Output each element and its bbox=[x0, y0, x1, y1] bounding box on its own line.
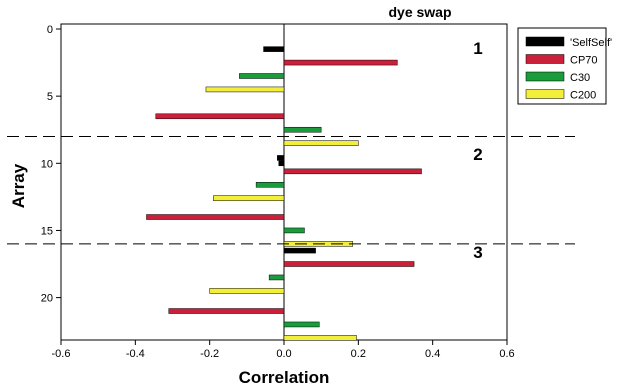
x-axis: -0.6 -0.4 -0.2 0.0 0.2 0.4 0.6 bbox=[52, 340, 515, 360]
bar-cp70-4 bbox=[283, 261, 415, 267]
bar-cp70-5 bbox=[168, 308, 285, 314]
section-label-2: 2 bbox=[473, 145, 482, 164]
x-tick-label: 0.4 bbox=[425, 348, 440, 360]
legend-swatch bbox=[525, 36, 565, 47]
y-tick-label: 0 bbox=[47, 24, 53, 36]
y-tick-label: 10 bbox=[41, 158, 53, 170]
y-tick-label: 15 bbox=[41, 225, 53, 237]
bar-c30-1 bbox=[283, 126, 322, 133]
bar-c30-2 bbox=[255, 182, 285, 188]
y-axis-title: Array bbox=[9, 163, 28, 208]
legend: 'SelfSelf' CP70 C30 C200 bbox=[517, 27, 612, 105]
bar-selfself-2 bbox=[278, 160, 285, 167]
bar-selfself-3 bbox=[283, 247, 316, 254]
y-tick-label: 5 bbox=[47, 91, 53, 103]
section-labels: 1 2 3 bbox=[473, 39, 482, 262]
legend-label: C30 bbox=[570, 72, 590, 84]
y-tick-label: 20 bbox=[41, 293, 53, 305]
x-tick-label: -0.4 bbox=[126, 348, 145, 360]
bar-c30-3 bbox=[283, 227, 305, 234]
legend-label: CP70 bbox=[570, 55, 598, 67]
legend-swatch bbox=[525, 54, 565, 64]
bar-selfself-0 bbox=[263, 46, 285, 52]
separators-group bbox=[7, 135, 575, 245]
bar-cp70-1 bbox=[155, 113, 285, 120]
bar-selfself-1 bbox=[277, 155, 285, 161]
bar-c200-5 bbox=[283, 335, 357, 341]
chart-title: dye swap bbox=[388, 4, 451, 20]
section-label-1: 1 bbox=[473, 39, 482, 58]
legend-swatch bbox=[525, 71, 565, 82]
x-tick-label: -0.6 bbox=[52, 348, 71, 360]
bar-c30-5 bbox=[283, 321, 320, 328]
x-tick-label: 0.0 bbox=[276, 348, 291, 360]
bar-c30-4 bbox=[268, 274, 285, 281]
y-axis: 0 5 10 15 20 bbox=[41, 24, 61, 305]
bar-c30-0 bbox=[239, 73, 285, 79]
bar-c200-1 bbox=[283, 140, 359, 146]
legend-label: C200 bbox=[570, 90, 596, 102]
bar-cp70-3 bbox=[146, 214, 285, 220]
x-tick-label: -0.2 bbox=[200, 348, 219, 360]
section-label-3: 3 bbox=[473, 243, 482, 262]
legend-swatch bbox=[525, 89, 565, 99]
x-tick-label: 0.6 bbox=[499, 348, 514, 360]
bar-c200-0 bbox=[205, 86, 285, 93]
x-axis-title: Correlation bbox=[239, 368, 330, 387]
bars-group bbox=[146, 46, 422, 341]
bar-cp70-2 bbox=[283, 168, 422, 175]
legend-label: 'SelfSelf' bbox=[570, 37, 612, 49]
bar-c200-4 bbox=[209, 288, 285, 294]
bar-cp70-0 bbox=[283, 59, 398, 66]
x-tick-label: 0.2 bbox=[351, 348, 366, 360]
bar-c200-2 bbox=[213, 195, 285, 201]
